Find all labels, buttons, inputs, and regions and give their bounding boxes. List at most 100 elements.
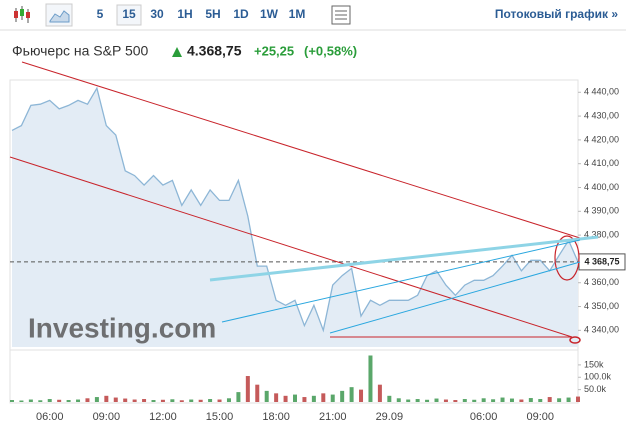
volume-bar xyxy=(566,397,571,402)
volume-tick-label: 100.0k xyxy=(584,372,612,382)
volume-bar xyxy=(538,399,543,402)
change: +25,25 xyxy=(254,43,294,58)
x-tick-label: 09:00 xyxy=(93,411,121,423)
candle-icon[interactable] xyxy=(14,6,30,23)
volume-bar xyxy=(321,393,326,402)
x-tick-label: 18:00 xyxy=(262,411,290,423)
volume-bar xyxy=(28,399,33,402)
volume-bar xyxy=(245,376,250,402)
volume-tick-label: 50.0k xyxy=(584,384,607,394)
y-tick-label: 4 430,00 xyxy=(584,110,619,120)
volume-bar xyxy=(226,398,231,402)
volume-bar xyxy=(198,399,203,402)
current-price-label: 4 368,75 xyxy=(584,256,619,266)
volume-bar xyxy=(151,400,156,402)
area-icon[interactable] xyxy=(45,3,73,27)
volume-bar xyxy=(528,398,533,402)
volume-bar xyxy=(406,399,411,402)
volume-bar xyxy=(387,395,392,402)
volume-bar xyxy=(340,390,345,402)
x-tick-label: 15:00 xyxy=(206,411,234,423)
volume-bar xyxy=(76,399,81,402)
volume-bar xyxy=(104,395,109,402)
volume-bar xyxy=(377,384,382,402)
volume-bar xyxy=(434,398,439,402)
volume-bar xyxy=(500,397,505,402)
volume-bar xyxy=(368,355,373,402)
interval-button[interactable]: 15 xyxy=(122,7,136,21)
interval-button[interactable]: 1H xyxy=(177,7,192,21)
volume-bar xyxy=(189,399,194,402)
volume-bar xyxy=(576,396,580,402)
volume-bar xyxy=(66,400,71,402)
watermark: Investing.com xyxy=(28,312,216,343)
plot-frame xyxy=(9,79,579,404)
volume-bar xyxy=(85,398,90,402)
volume-bar xyxy=(19,400,24,402)
y-tick-label: 4 420,00 xyxy=(584,134,619,144)
volume-bar xyxy=(462,399,467,402)
y-tick-label: 4 390,00 xyxy=(584,206,619,216)
stream-link[interactable]: Потоковый график » xyxy=(495,7,618,21)
volume-bar xyxy=(274,393,279,402)
user-drawings xyxy=(9,61,599,344)
volume-bar xyxy=(443,399,448,402)
volume-bar xyxy=(302,397,307,402)
interval-button[interactable]: 5H xyxy=(205,7,220,21)
volume-bar xyxy=(547,397,552,402)
volume-bar xyxy=(349,387,354,402)
price-area xyxy=(12,88,578,347)
price-line xyxy=(11,86,579,333)
volume-bar xyxy=(359,389,364,402)
volume-bar xyxy=(57,399,62,402)
interval-button[interactable]: 1D xyxy=(233,7,249,21)
table-icon[interactable] xyxy=(331,5,351,25)
instrument-name: Фьючерс на S&P 500 xyxy=(12,43,149,59)
volume-bar xyxy=(47,399,52,402)
volume-bar xyxy=(557,398,562,402)
y-tick-label: 4 340,00 xyxy=(584,325,619,335)
y-tick-label: 4 360,00 xyxy=(584,277,619,287)
x-tick-label: 29.09 xyxy=(376,411,404,423)
volume-bar xyxy=(330,394,335,402)
volume-bar xyxy=(396,398,401,402)
volume-bar xyxy=(293,394,297,402)
x-tick-label: 12:00 xyxy=(149,411,177,423)
volume-bar xyxy=(179,400,184,402)
toolbar xyxy=(0,0,626,30)
volume-bar xyxy=(425,399,430,402)
price: 4.368,75 xyxy=(187,43,242,59)
x-tick-label: 21:00 xyxy=(319,411,347,423)
y-tick-label: 4 350,00 xyxy=(584,301,619,311)
y-tick-label: 4 400,00 xyxy=(584,182,619,192)
volume-bar xyxy=(491,399,496,402)
y-tick-label: 4 440,00 xyxy=(584,87,619,97)
up-arrow xyxy=(172,47,182,57)
volume-tick-label: 150k xyxy=(584,359,604,369)
interval-button[interactable]: 5 xyxy=(97,7,104,21)
x-tick-label: 06:00 xyxy=(36,411,64,423)
x-tick-label: 09:00 xyxy=(527,411,555,423)
volume-bar xyxy=(472,399,477,402)
volume-bar xyxy=(519,399,524,402)
volume-bar xyxy=(123,398,128,402)
change-percent: (+0,58%) xyxy=(304,43,357,58)
interval-button[interactable]: 30 xyxy=(150,7,164,21)
volume-bar xyxy=(264,390,269,402)
volume-bar xyxy=(208,399,213,402)
volume-bar xyxy=(142,399,147,402)
volume-bar xyxy=(10,400,14,402)
volume-bar xyxy=(170,399,175,402)
volume-bar xyxy=(311,395,316,402)
active-interval-box xyxy=(116,4,142,26)
volume-bar xyxy=(94,397,99,402)
x-tick-label: 06:00 xyxy=(470,411,498,423)
interval-button[interactable]: 1W xyxy=(260,7,279,21)
volume-bar xyxy=(509,398,514,402)
volume-bar xyxy=(217,399,222,402)
volume-bar xyxy=(38,400,43,402)
y-tick-label: 4 380,00 xyxy=(584,229,619,239)
interval-button[interactable]: 1M xyxy=(289,7,306,21)
